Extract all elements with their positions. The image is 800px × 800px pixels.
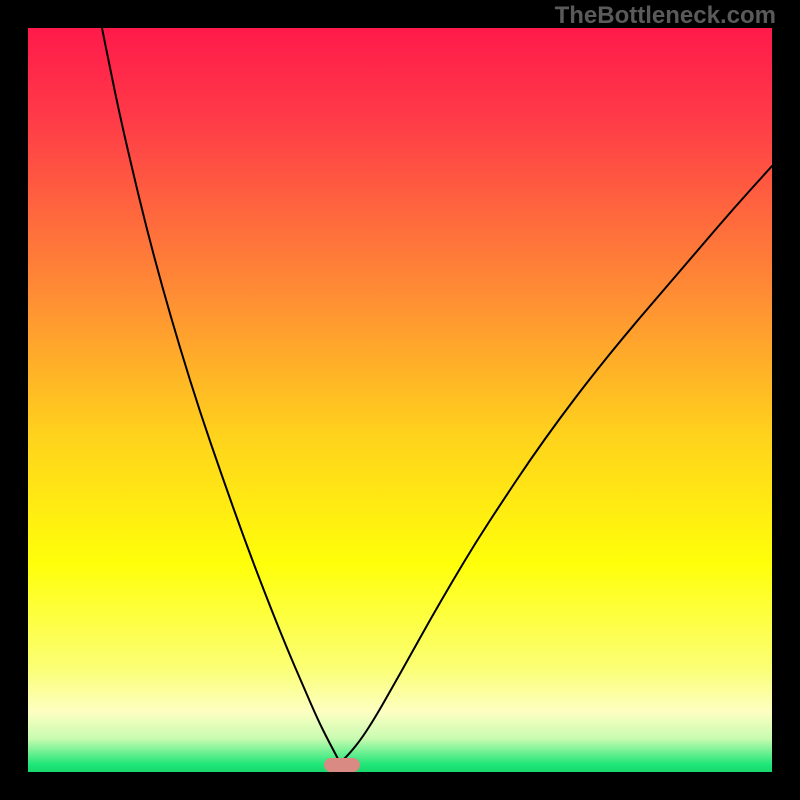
watermark-text: TheBottleneck.com	[555, 2, 776, 30]
chart-root: TheBottleneck.com	[0, 0, 800, 800]
gradient-background	[28, 28, 772, 772]
plot-area	[28, 28, 772, 772]
plot-svg	[28, 28, 772, 772]
bottleneck-marker	[324, 758, 360, 772]
